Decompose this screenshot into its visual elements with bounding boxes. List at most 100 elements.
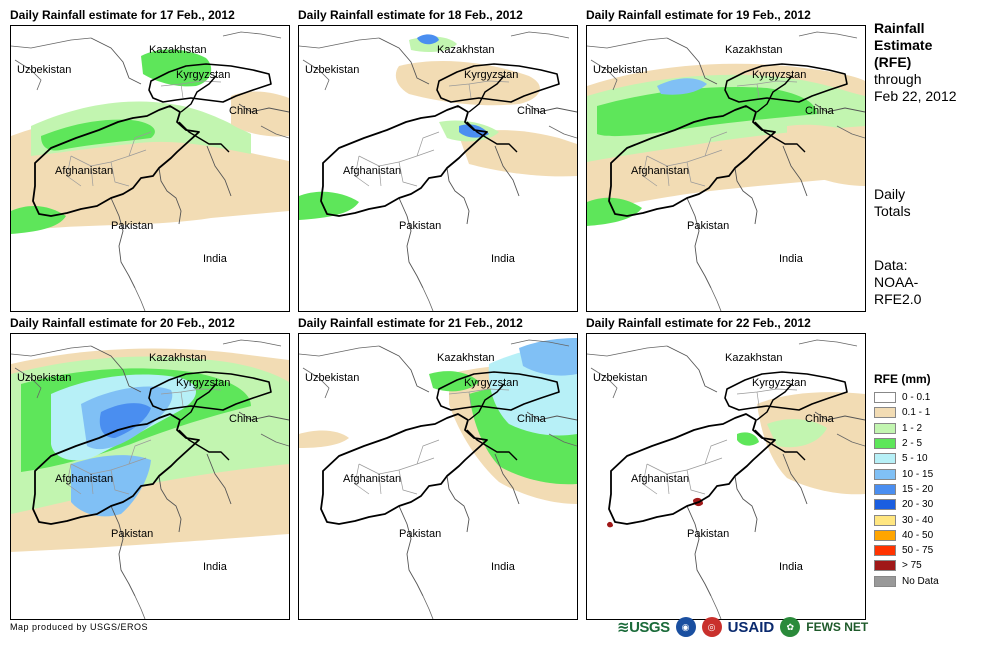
country-label-kazakhstan: Kazakhstan bbox=[149, 352, 206, 364]
usgs-logo: ≋USGS bbox=[617, 619, 670, 636]
panel-title: Daily Rainfall estimate for 19 Feb., 201… bbox=[586, 8, 811, 22]
country-label-kazakhstan: Kazakhstan bbox=[437, 352, 494, 364]
legend-swatch bbox=[874, 468, 896, 480]
pakistan-border bbox=[686, 167, 758, 289]
legend-item: 15 - 20 bbox=[874, 482, 939, 497]
country-label-kyrgyzstan: Kyrgyzstan bbox=[176, 69, 230, 81]
through-date: through Feb 22, 2012 bbox=[874, 71, 979, 105]
coastline bbox=[299, 339, 577, 619]
usgs-logo-text: USGS bbox=[629, 619, 670, 636]
rainfall-area bbox=[231, 91, 289, 137]
province-boundaries bbox=[66, 388, 222, 495]
country-label-kazakhstan: Kazakhstan bbox=[725, 352, 782, 364]
country-label-uzbekistan: Uzbekistan bbox=[305, 372, 359, 384]
map-panel-22-feb: Daily Rainfall estimate for 22 Feb., 201… bbox=[586, 316, 866, 622]
logo-bar: ≋USGS ◉ ◎ USAID ✿ FEWS NET bbox=[617, 617, 868, 637]
country-border bbox=[666, 37, 865, 197]
afghanistan-outline bbox=[32, 105, 200, 217]
map-svg: Kazakhstan Uzbekistan Kyrgyzstan China Afgha… bbox=[299, 338, 577, 619]
country-label-india: India bbox=[203, 253, 228, 265]
pakistan-border bbox=[110, 167, 182, 289]
country-label-china: China bbox=[229, 413, 259, 425]
map-svg: Kazakhstan Uzbekistan Kyrgyzstan China Afgha… bbox=[11, 31, 289, 311]
legend-label: 50 - 75 bbox=[902, 545, 934, 557]
fews-globe-icon: ✿ bbox=[780, 617, 801, 637]
rainfall-map: Kazakhstan Uzbekistan Kyrgyzstan China Afgha… bbox=[10, 25, 290, 312]
legend-item: 5 - 10 bbox=[874, 451, 939, 466]
kyrgyzstan-outline bbox=[148, 63, 272, 103]
country-label-pakistan: Pakistan bbox=[399, 220, 441, 232]
legend-swatch bbox=[874, 392, 896, 404]
country-label-pakistan: Pakistan bbox=[399, 528, 441, 540]
nws-logo: ◎ bbox=[701, 617, 722, 637]
legend-swatch bbox=[874, 560, 896, 572]
country-label-pakistan: Pakistan bbox=[687, 220, 729, 232]
coastline bbox=[11, 31, 289, 311]
country-border bbox=[378, 37, 577, 197]
legend-label: 30 - 40 bbox=[902, 514, 934, 526]
rainfall-map: Kazakhstan Uzbekistan Kyrgyzstan China Afgha… bbox=[10, 333, 290, 620]
legend-swatch bbox=[874, 499, 896, 511]
map-panel-17-feb: Daily Rainfall estimate for 17 Feb., 201… bbox=[10, 8, 290, 314]
country-label-uzbekistan: Uzbekistan bbox=[17, 64, 71, 76]
country-label-uzbekistan: Uzbekistan bbox=[305, 64, 359, 76]
rainfall-map: Kazakhstan Uzbekistan Kyrgyzstan China Afgha… bbox=[586, 25, 866, 312]
rfe-title-line: Rainfall bbox=[874, 20, 925, 36]
legend-item: No Data bbox=[874, 574, 939, 589]
legend-item: 30 - 40 bbox=[874, 512, 939, 527]
province-boundaries bbox=[354, 388, 510, 495]
panel-title: Daily Rainfall estimate for 22 Feb., 201… bbox=[586, 316, 811, 330]
rainfall-area bbox=[395, 61, 540, 106]
rainfall-area bbox=[737, 432, 759, 446]
legend-item: 2 - 5 bbox=[874, 436, 939, 451]
panel-title: Daily Rainfall estimate for 18 Feb., 201… bbox=[298, 8, 523, 22]
map-svg: Kazakhstan Uzbekistan Kyrgyzstan China Afgha… bbox=[11, 339, 289, 619]
panel-title: Daily Rainfall estimate for 20 Feb., 201… bbox=[10, 316, 235, 330]
afghanistan-outline bbox=[608, 413, 776, 525]
data-line: RFE2.0 bbox=[874, 291, 922, 307]
legend-item: 10 - 15 bbox=[874, 466, 939, 481]
afghanistan-outline bbox=[320, 105, 488, 217]
legend-item: 20 - 30 bbox=[874, 497, 939, 512]
legend-label: 1 - 2 bbox=[902, 422, 923, 434]
province-boundaries bbox=[354, 80, 510, 187]
totals-line: Daily bbox=[874, 186, 906, 202]
country-label-kyrgyzstan: Kyrgyzstan bbox=[464, 377, 518, 389]
country-label-kyrgyzstan: Kyrgyzstan bbox=[464, 69, 518, 81]
legend-item: 0 - 0.1 bbox=[874, 390, 939, 405]
map-panel-19-feb: Daily Rainfall estimate for 19 Feb., 201… bbox=[586, 8, 866, 314]
rainfall-map: Kazakhstan Uzbekistan Kyrgyzstan China Afgha… bbox=[586, 333, 866, 620]
coastline bbox=[587, 31, 865, 311]
rainfall-area bbox=[607, 521, 613, 528]
through-line: through bbox=[874, 71, 922, 87]
panel-title: Daily Rainfall estimate for 17 Feb., 201… bbox=[10, 8, 235, 22]
afghanistan-outline bbox=[608, 105, 776, 217]
legend-label: 10 - 15 bbox=[902, 468, 934, 480]
country-label-pakistan: Pakistan bbox=[687, 528, 729, 540]
legend-item: 1 - 2 bbox=[874, 421, 939, 436]
rainfall-area bbox=[787, 124, 865, 186]
country-label-kazakhstan: Kazakhstan bbox=[149, 44, 206, 56]
fews-net-logo: FEWS NET bbox=[806, 620, 869, 634]
country-label-uzbekistan: Uzbekistan bbox=[593, 372, 647, 384]
rfe-title: Rainfall Estimate (RFE) bbox=[874, 20, 979, 71]
coastline bbox=[11, 339, 289, 619]
afghanistan-outline bbox=[320, 413, 488, 525]
legend-swatch bbox=[874, 529, 896, 541]
pakistan-border bbox=[686, 475, 758, 597]
country-label-kyrgyzstan: Kyrgyzstan bbox=[752, 69, 806, 81]
legend-swatch bbox=[874, 575, 896, 587]
country-label-afghanistan: Afghanistan bbox=[55, 473, 113, 485]
map-svg: Kazakhstan Uzbekistan Kyrgyzstan China Afgha… bbox=[587, 339, 865, 619]
legend-label: 0 - 0.1 bbox=[902, 392, 931, 404]
province-boundaries bbox=[642, 388, 798, 495]
pakistan-border bbox=[398, 475, 470, 597]
rainfall-map: Kazakhstan Uzbekistan Kyrgyzstan China Afgha… bbox=[298, 25, 578, 312]
usaid-logo: USAID bbox=[727, 618, 775, 636]
pakistan-border bbox=[110, 475, 182, 597]
legend-title: RFE (mm) bbox=[874, 372, 931, 386]
data-line: Data: bbox=[874, 257, 908, 273]
legend-label: 15 - 20 bbox=[902, 483, 934, 495]
legend-swatch bbox=[874, 438, 896, 450]
rainfall-area bbox=[417, 34, 439, 45]
